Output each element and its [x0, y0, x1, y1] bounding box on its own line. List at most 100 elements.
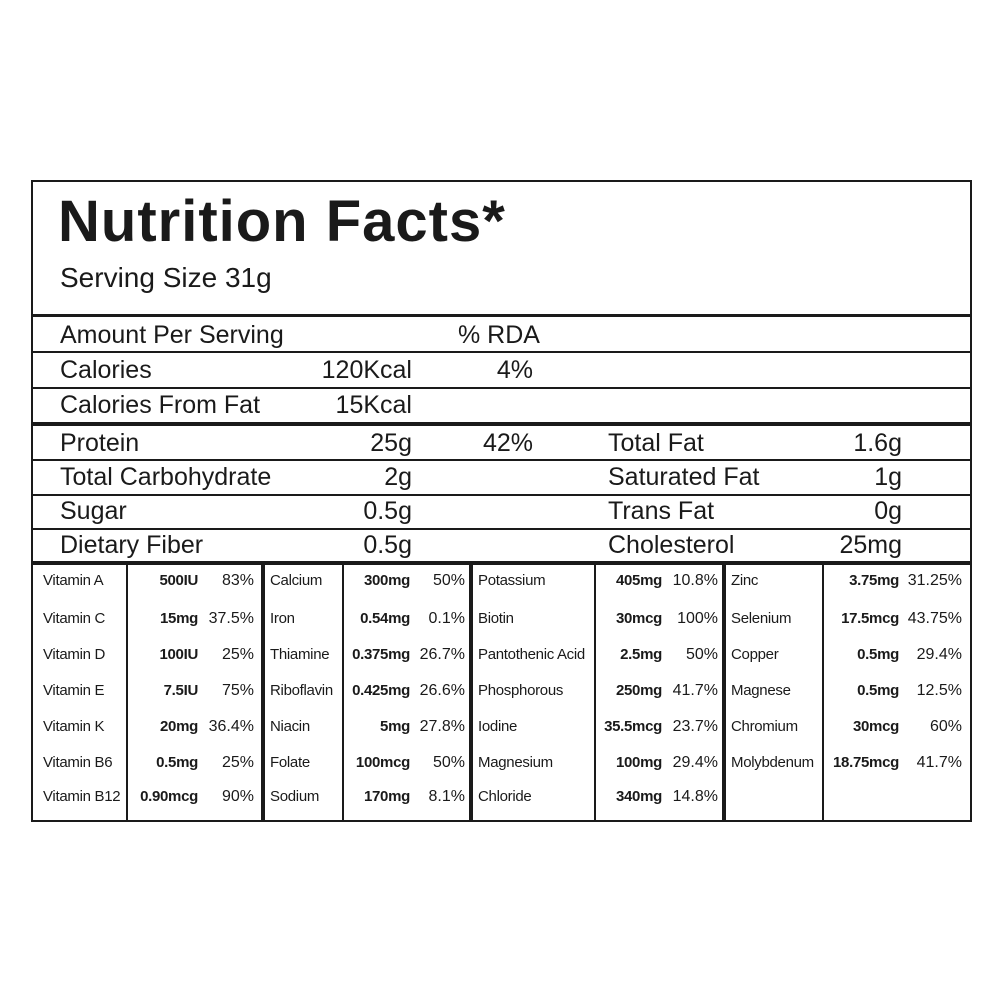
vitamin-amount: 5mg	[380, 718, 410, 735]
vitamin-rda: 90%	[221, 788, 254, 806]
vitamin-rda: 25%	[221, 754, 254, 772]
vitamin-name: Thiamine	[270, 646, 330, 663]
vitamin-amount: 30mcg	[852, 718, 899, 735]
vitamin-rda: 25%	[221, 646, 254, 664]
vitamin-name: Vitamin B12	[43, 788, 121, 805]
vitamin-name: Calcium	[270, 572, 323, 589]
vitamin-rda: 36.4%	[208, 718, 254, 736]
vitamin-name: Magnesium	[478, 754, 553, 771]
nutrient-amount: 15Kcal	[335, 391, 412, 419]
nutrient-name: Saturated Fat	[608, 463, 760, 491]
vitamin-name: Copper	[731, 646, 779, 663]
vitamin-rda: 43.75%	[907, 610, 962, 628]
vitamin-amount: 18.75mcg	[833, 754, 899, 771]
vitamin-name: Pantothenic Acid	[478, 646, 585, 663]
divider	[31, 561, 972, 565]
column-divider	[722, 563, 726, 822]
vitamin-amount: 100IU	[159, 646, 198, 663]
vitamin-name: Potassium	[478, 572, 546, 589]
nutrient-name: Protein	[60, 429, 140, 457]
vitamin-rda: 75%	[221, 682, 254, 700]
vitamin-amount: 7.5IU	[163, 682, 199, 699]
nutrient-name: Total Fat	[608, 429, 704, 457]
vitamin-amount: 250mg	[615, 682, 662, 699]
divider	[31, 459, 972, 461]
vitamin-name: Chromium	[731, 718, 798, 735]
vitamin-name: Biotin	[478, 610, 514, 627]
vitamin-name: Phosphorous	[478, 682, 564, 699]
vitamin-name: Vitamin E	[43, 682, 105, 699]
nutrient-name: Sugar	[60, 497, 127, 525]
vitamin-rda: 12.5%	[916, 682, 962, 700]
nutrient-name: Total Carbohydrate	[60, 463, 272, 491]
serving-size: Serving Size 31g	[60, 262, 272, 294]
divider	[31, 494, 972, 496]
column-divider	[469, 563, 473, 822]
vitamin-rda: 27.8%	[419, 718, 465, 736]
vitamin-rda: 50%	[432, 572, 465, 590]
vitamin-rda: 26.6%	[419, 682, 465, 700]
column-divider	[261, 563, 265, 822]
nutrient-amount: 0.5g	[363, 497, 412, 525]
nutrient-amount: 25g	[370, 429, 412, 457]
vitamin-amount: 170mg	[363, 788, 410, 805]
vitamin-rda: 50%	[432, 754, 465, 772]
vitamin-rda: 60%	[929, 718, 962, 736]
vitamin-amount: 20mg	[160, 718, 198, 735]
column-divider	[822, 563, 824, 822]
vitamin-amount: 0.5mg	[857, 682, 899, 699]
divider	[31, 528, 972, 530]
vitamin-name: Niacin	[270, 718, 310, 735]
column-header: Amount Per Serving	[60, 321, 284, 349]
nutrient-amount: 1g	[874, 463, 902, 491]
title: Nutrition Facts*	[58, 189, 506, 255]
column-divider	[126, 563, 128, 822]
vitamin-amount: 30mcg	[615, 610, 662, 627]
nutrient-rda: 4%	[496, 356, 533, 384]
vitamin-amount: 500IU	[159, 572, 198, 589]
vitamin-amount: 100mg	[615, 754, 662, 771]
vitamin-name: Zinc	[731, 572, 759, 589]
nutrient-amount: 0g	[874, 497, 902, 525]
vitamin-name: Vitamin A	[43, 572, 104, 589]
divider	[31, 387, 972, 389]
vitamin-name: Iron	[270, 610, 295, 627]
vitamin-amount: 35.5mcg	[604, 718, 662, 735]
vitamin-name: Vitamin C	[43, 610, 106, 627]
vitamin-rda: 14.8%	[672, 788, 718, 806]
vitamin-amount: 0.5mg	[857, 646, 899, 663]
nutrient-name: Dietary Fiber	[60, 531, 204, 559]
nutrient-name: Calories From Fat	[60, 391, 261, 419]
vitamin-amount: 2.5mg	[620, 646, 662, 663]
vitamin-name: Molybdenum	[731, 754, 814, 771]
vitamin-rda: 29.4%	[672, 754, 718, 772]
vitamin-name: Vitamin B6	[43, 754, 113, 771]
nutrient-name: Trans Fat	[608, 497, 715, 525]
nutrient-name: Cholesterol	[608, 531, 735, 559]
vitamin-amount: 100mcg	[355, 754, 410, 771]
vitamin-name: Vitamin D	[43, 646, 106, 663]
column-divider	[594, 563, 596, 822]
vitamin-rda: 8.1%	[428, 788, 465, 806]
vitamin-amount: 0.90mcg	[140, 788, 198, 805]
nutrient-amount: 1.6g	[853, 429, 902, 457]
vitamin-amount: 340mg	[615, 788, 662, 805]
vitamin-name: Sodium	[270, 788, 320, 805]
vitamin-amount: 300mg	[363, 572, 410, 589]
nutrient-amount: 25mg	[839, 531, 902, 559]
vitamin-name: Magnese	[731, 682, 791, 699]
column-header: % RDA	[458, 321, 540, 349]
vitamin-amount: 0.54mg	[360, 610, 410, 627]
divider	[31, 314, 972, 317]
nutrient-name: Calories	[60, 356, 152, 384]
vitamin-rda: 29.4%	[916, 646, 962, 664]
vitamin-rda: 83%	[221, 572, 254, 590]
nutrient-rda: 42%	[482, 429, 533, 457]
vitamin-rda: 0.1%	[428, 610, 465, 628]
vitamin-rda: 41.7%	[916, 754, 962, 772]
vitamin-rda: 23.7%	[672, 718, 718, 736]
vitamin-rda: 31.25%	[907, 572, 962, 590]
vitamin-amount: 0.375mg	[352, 646, 410, 663]
vitamin-amount: 405mg	[615, 572, 662, 589]
